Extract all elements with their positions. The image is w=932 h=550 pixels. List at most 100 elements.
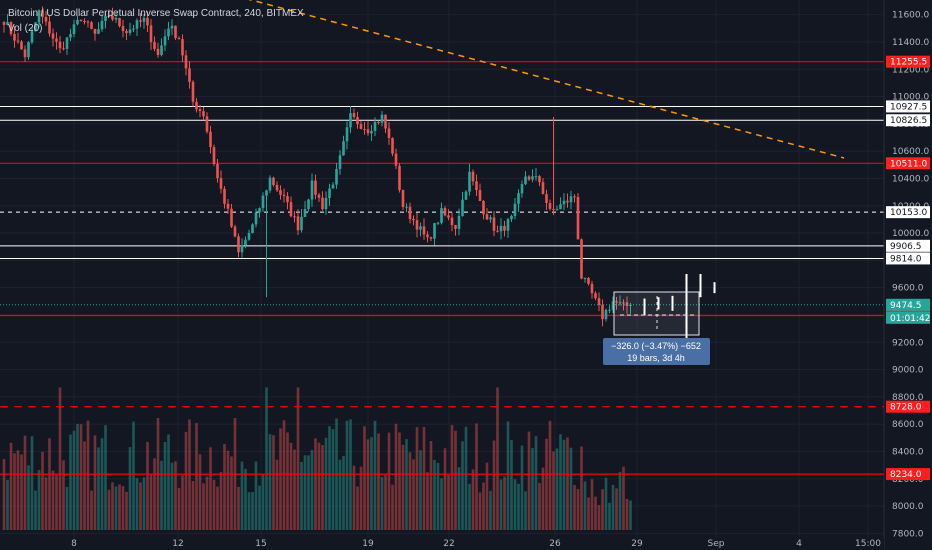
volume-bar xyxy=(300,461,303,530)
volume-bar xyxy=(461,441,464,530)
candle-body xyxy=(132,28,135,30)
time-tick-label: 4 xyxy=(796,539,802,549)
volume-bar xyxy=(205,476,209,530)
volume-bar xyxy=(86,420,90,530)
volume-bar xyxy=(125,491,128,530)
candle-body xyxy=(489,217,492,220)
trendline[interactable] xyxy=(214,0,845,159)
volume-bar xyxy=(48,438,51,530)
volume-bar xyxy=(359,466,363,530)
horizontal-levels[interactable] xyxy=(0,61,884,475)
candle-body xyxy=(576,196,580,240)
volume-bar xyxy=(506,421,510,530)
candle-body xyxy=(174,25,177,39)
price-tick-label: 9200.0 xyxy=(892,338,924,348)
volume-bar xyxy=(534,436,538,530)
candle-body xyxy=(51,33,55,39)
candle-body xyxy=(307,199,310,210)
candle-body xyxy=(394,153,398,166)
volume-bar xyxy=(289,442,293,530)
volume-bar xyxy=(485,462,489,530)
candle-body xyxy=(590,283,594,294)
candle-body xyxy=(408,206,412,219)
volume-bar xyxy=(541,467,545,530)
volume-bar xyxy=(181,475,184,530)
candle-body xyxy=(478,190,482,201)
volume-bar xyxy=(562,439,566,530)
volume-bar xyxy=(177,487,181,530)
volume-bar xyxy=(604,477,608,530)
candle-body xyxy=(128,29,132,33)
candle-body xyxy=(216,164,219,179)
candle-body xyxy=(198,109,202,112)
volume-bar xyxy=(524,491,527,530)
candle-body xyxy=(461,199,464,217)
volume-bar xyxy=(93,435,97,530)
volume-bar xyxy=(100,438,104,530)
volume-bar xyxy=(247,492,251,530)
candle-body xyxy=(282,194,286,197)
candle-body xyxy=(366,129,370,134)
candle-body xyxy=(69,34,72,38)
volume-bar xyxy=(440,478,443,530)
time-tick-label: 26 xyxy=(549,539,561,549)
volume-bar xyxy=(443,448,447,530)
candle-body xyxy=(440,208,443,223)
price-tick-label: 8600.0 xyxy=(892,420,924,430)
candle-body xyxy=(597,298,601,306)
volume-bar xyxy=(464,426,468,530)
level-price-tag xyxy=(886,114,930,127)
volume-bar xyxy=(513,479,517,530)
volume-indicator-label[interactable]: Vol (20) xyxy=(8,23,43,34)
candle-body xyxy=(58,41,62,49)
volume-bar xyxy=(62,460,65,530)
price-axis[interactable]: 11600.011400.011200.011000.010800.010600… xyxy=(883,0,932,550)
volume-bar xyxy=(590,479,594,530)
volume-bar xyxy=(356,486,359,530)
volume-bar xyxy=(44,477,48,530)
countdown-tag xyxy=(886,311,930,324)
symbol-title[interactable]: Bitcoin / US Dollar Perpetual Inverse Sw… xyxy=(8,8,304,19)
candle-body xyxy=(338,155,342,169)
volume-bar xyxy=(503,476,506,530)
volume-bar xyxy=(454,430,457,530)
candle-body xyxy=(163,36,167,46)
candle-body xyxy=(450,217,454,226)
volume-bar xyxy=(580,446,583,530)
level-price-label: 10927.5 xyxy=(890,102,927,112)
volume-bar xyxy=(261,474,265,530)
level-price-label: 10511.0 xyxy=(890,159,927,169)
candle-body xyxy=(559,204,562,210)
level-price-tag xyxy=(886,468,930,481)
volume-bar xyxy=(293,449,296,530)
volume-bar xyxy=(27,465,30,530)
candle-body xyxy=(457,216,461,229)
volume-bar xyxy=(552,451,555,530)
time-tick-label: 15 xyxy=(255,539,266,549)
candle-body xyxy=(324,197,328,210)
candle-body xyxy=(139,20,142,22)
volume-bar xyxy=(625,498,629,530)
candle-body xyxy=(184,55,188,69)
candle-body xyxy=(272,177,275,185)
volume-bar xyxy=(566,437,569,530)
candle-body xyxy=(153,42,156,49)
volume-bar xyxy=(450,425,454,530)
volume-bar xyxy=(527,431,531,530)
measure-line2: 19 bars, 3d 4h xyxy=(627,353,685,363)
candle-body xyxy=(83,20,86,22)
candle-body xyxy=(510,215,513,220)
candle-body xyxy=(454,225,457,229)
volume-bar xyxy=(489,490,492,530)
volume-bar xyxy=(72,430,76,530)
volume-bar xyxy=(104,425,107,530)
measure-tool[interactable]: −326.0 (−3.47%) −652 19 bars, 3d 4h xyxy=(603,291,710,365)
volume-bar xyxy=(20,454,23,530)
volume-bar xyxy=(51,470,55,530)
candle-body xyxy=(2,22,6,25)
time-axis[interactable]: 8 12 15 19 22 26 29 Sep 4 15:00 xyxy=(0,538,884,550)
volume-bar xyxy=(58,387,62,530)
volume-bar xyxy=(370,437,373,530)
volume-bar xyxy=(478,492,482,530)
